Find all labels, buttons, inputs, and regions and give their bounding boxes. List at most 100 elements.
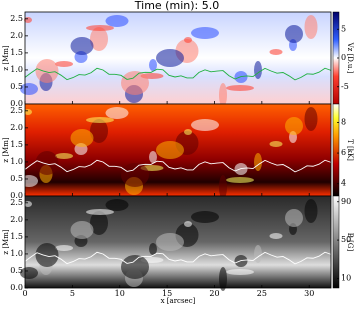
colorbar-tick-label: 0	[341, 53, 346, 62]
y-tick-label: 1.5	[10, 48, 23, 57]
x-tick-label: 15	[162, 289, 172, 298]
texture-blob	[285, 25, 303, 43]
y-tick-label: 1.5	[10, 140, 23, 149]
texture-blob	[20, 175, 38, 187]
texture-blob	[70, 221, 94, 239]
texture-blob	[149, 59, 157, 71]
texture-blob	[105, 107, 129, 119]
texture-blob	[219, 267, 227, 291]
y-tick-label: 0.0	[10, 283, 23, 292]
y-tick-label: 0.0	[10, 99, 23, 108]
y-axis-label: z [Mm]	[2, 137, 10, 162]
colorbar-tick-label: 10	[341, 273, 351, 282]
y-tick-label: 1.5	[10, 232, 23, 241]
chart-title: Time (min): 5.0	[134, 0, 219, 12]
y-tick-label: 2.5	[10, 106, 23, 115]
texture-blob	[304, 107, 318, 131]
texture-blob	[35, 151, 59, 175]
y-tick-label: 2.0	[10, 123, 23, 132]
y-tick-label: 1.0	[10, 65, 23, 74]
texture-blob	[184, 37, 192, 43]
field-texture	[20, 107, 318, 199]
texture-blob	[90, 211, 108, 235]
texture-blob	[70, 37, 94, 55]
texture-blob	[121, 71, 149, 95]
y-tick-label: 0.5	[10, 266, 23, 275]
x-tick-label: 30	[304, 289, 314, 298]
texture-blob	[191, 27, 219, 39]
texture-blob	[20, 83, 38, 95]
x-tick-label: 20	[209, 289, 219, 298]
texture-blob	[191, 211, 219, 223]
texture-blob	[86, 117, 114, 123]
texture-blob	[90, 27, 108, 51]
y-tick-label: 2.0	[10, 31, 23, 40]
texture-blob	[55, 245, 73, 251]
texture-blob	[121, 163, 149, 187]
texture-blob	[149, 243, 157, 255]
texture-blob	[226, 85, 254, 91]
texture-blob	[55, 153, 73, 159]
texture-blob	[121, 255, 149, 279]
texture-blob	[86, 25, 114, 31]
colorbar-tick-label: 8	[341, 117, 346, 126]
colorbar	[332, 195, 340, 289]
texture-blob	[35, 59, 59, 83]
texture-blob	[20, 267, 38, 279]
texture-blob	[156, 233, 184, 251]
texture-blob	[55, 61, 73, 67]
contour-line	[24, 159, 332, 173]
colorbar	[332, 103, 340, 197]
y-axis-label: z [Mm]	[2, 229, 10, 254]
colorbar-tick-label: 50	[341, 235, 351, 244]
field-texture	[20, 199, 318, 291]
texture-blob	[184, 221, 192, 227]
colorbar-label: Vz [D.u.]	[346, 42, 354, 74]
contour-line	[24, 67, 332, 81]
x-axis-label: x [arcsec]	[161, 297, 196, 305]
texture-blob	[35, 243, 59, 267]
texture-blob	[254, 61, 262, 79]
colorbar-label: B [G]	[346, 233, 354, 252]
y-tick-label: 1.0	[10, 249, 23, 258]
texture-blob	[285, 209, 303, 227]
texture-blob	[156, 49, 184, 67]
y-tick-label: 2.5	[10, 198, 23, 207]
texture-blob	[219, 175, 227, 199]
y-tick-label: 1.0	[10, 157, 23, 166]
colorbar-tick-label: 5	[341, 24, 346, 33]
contour-line	[24, 251, 332, 265]
x-tick-label: 0	[22, 289, 27, 298]
y-tick-label: 0.0	[10, 191, 23, 200]
colorbar-label: T [kK]	[346, 139, 354, 161]
texture-blob	[269, 233, 283, 239]
texture-blob	[156, 141, 184, 159]
texture-blob	[254, 153, 262, 171]
field-texture	[20, 15, 318, 107]
texture-blob	[226, 269, 254, 275]
texture-blob	[105, 15, 129, 27]
texture-blob	[285, 117, 303, 135]
texture-blob	[105, 199, 129, 211]
texture-blob	[269, 141, 283, 147]
texture-blob	[184, 129, 192, 135]
texture-blob	[304, 15, 318, 39]
y-tick-label: 0.5	[10, 174, 23, 183]
y-tick-label: 0.5	[10, 82, 23, 91]
texture-blob	[70, 129, 94, 147]
texture-blob	[149, 151, 157, 163]
texture-blob	[226, 177, 254, 183]
y-tick-label: 2.0	[10, 215, 23, 224]
panel-frame	[24, 195, 332, 289]
colorbar-tick-label: 90	[341, 197, 351, 206]
texture-blob	[304, 199, 318, 223]
texture-blob	[219, 83, 227, 107]
colorbar-tick-label: -5	[341, 82, 349, 91]
texture-blob	[90, 119, 108, 143]
y-tick-label: 2.5	[10, 14, 23, 23]
texture-blob	[86, 209, 114, 215]
colorbar-tick-label: 6	[341, 148, 346, 157]
x-tick-label: 25	[257, 289, 267, 298]
texture-blob	[191, 119, 219, 131]
texture-blob	[269, 49, 283, 55]
